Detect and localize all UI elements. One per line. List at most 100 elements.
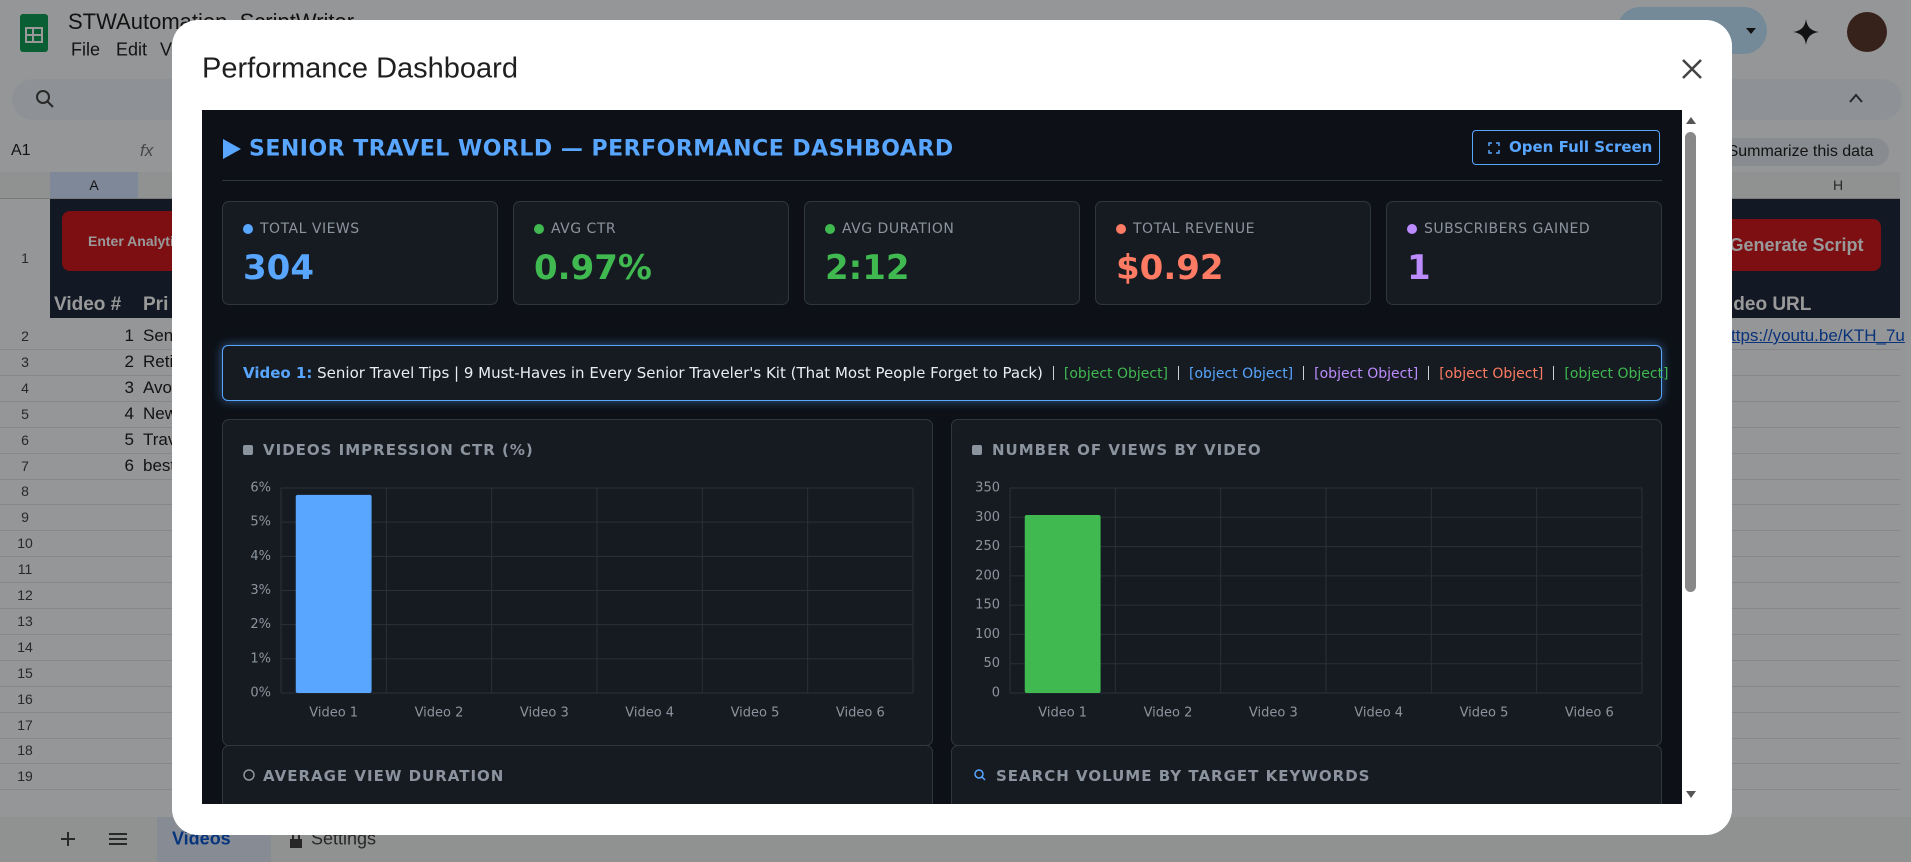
bar (1024, 514, 1101, 693)
kpi-label: TOTAL VIEWS (260, 221, 360, 237)
section-title: AVERAGE VIEW DURATION (263, 767, 505, 785)
scrollbar (1682, 110, 1700, 804)
cell: Reti (143, 351, 174, 371)
kpi-card: AVG DURATION 2:12 (804, 201, 1080, 305)
cell: 3 (124, 377, 134, 397)
section-card: AVERAGE VIEW DURATION (222, 745, 933, 804)
search-icon[interactable] (35, 89, 55, 109)
summarize-chip[interactable]: Summarize this data (1712, 138, 1889, 166)
highlight-video: Video 1: (243, 364, 313, 382)
y-tick-label: 2% (250, 617, 271, 632)
cell: 4 (124, 403, 134, 423)
row-number: 6 (21, 431, 29, 448)
fullscreen-icon (1488, 142, 1500, 154)
row-number: 19 (17, 768, 33, 785)
highlight-item: [object Object] (1439, 366, 1544, 382)
kpi-label: AVG CTR (551, 221, 617, 237)
cell: 2 (124, 351, 134, 371)
x-tick-label: Video 6 (836, 706, 885, 721)
kpi-icon (243, 224, 253, 234)
x-tick-label: Video 4 (1354, 706, 1403, 721)
cell: best (143, 455, 176, 475)
x-tick-label: Video 4 (625, 706, 674, 721)
video-highlight: Video 1: Senior Travel Tips | 9 Must-Hav… (222, 345, 1669, 401)
x-tick-label: Video 1 (309, 706, 358, 721)
highlight-item: [object Object] (1189, 366, 1294, 382)
menu-item[interactable]: Edit (116, 39, 148, 60)
video-link[interactable]: ttps://youtu.be/KTH_7u (1731, 326, 1905, 345)
kpi-value: $0.92 (1116, 248, 1224, 288)
y-tick-label: 5% (250, 515, 271, 530)
highlight-item: [object Object] (1314, 366, 1419, 382)
y-tick-label: 6% (250, 481, 271, 496)
y-tick-label: 250 (975, 539, 1000, 554)
kpi-value: 2:12 (825, 248, 910, 288)
row-number: 1 (21, 250, 29, 266)
cell: Avo (143, 377, 172, 397)
x-tick-label: Video 2 (1144, 706, 1193, 721)
close-button[interactable] (1681, 58, 1703, 80)
scroll-up[interactable] (1685, 115, 1697, 125)
chart-card: NUMBER OF VIEWS BY VIDEO 0 50 100 150 200 250 3… (951, 419, 1662, 746)
cell: 1 (124, 326, 134, 345)
header-cell: ideo URL (1728, 294, 1812, 315)
chart: 0 50 100 150 200 250 300 350 Video 1 Video 2 Video… (975, 481, 1643, 721)
row-number: 16 (17, 690, 33, 707)
highlight-items: [object Object] [object Object] [object Ob… (1043, 364, 1669, 382)
kpi-label: SUBSCRIBERS GAINED (1424, 221, 1591, 237)
generate-script-button[interactable]: Generate Script (1712, 219, 1881, 271)
scroll-thumb[interactable] (1685, 132, 1696, 592)
kpi-icon (825, 224, 835, 234)
dialog: Performance Dashboard SENIOR TRAVEL WORL… (172, 20, 1732, 835)
chart-icon (243, 445, 253, 455)
x-tick-label: Video 5 (731, 706, 780, 721)
fullscreen-button[interactable]: Open Full Screen (1472, 130, 1660, 165)
header-cell: Video # (54, 294, 122, 315)
separator (1178, 366, 1180, 380)
column-a[interactable]: A (50, 172, 138, 198)
row-number: 15 (17, 664, 33, 681)
gemini-icon[interactable] (1793, 19, 1819, 45)
menu-item[interactable]: File (71, 39, 101, 60)
y-tick-label: 100 (975, 627, 1000, 642)
name-box[interactable]: A1 (11, 142, 31, 159)
dashboard: SENIOR TRAVEL WORLD — PERFORMANCE DASHBO… (202, 110, 1682, 804)
all-sheets[interactable] (109, 832, 127, 846)
row-number: 3 (21, 353, 29, 370)
chart-icon (972, 445, 982, 455)
kpi-card: SUBSCRIBERS GAINED 1 (1386, 201, 1662, 305)
kpi-card: TOTAL VIEWS 304 (222, 201, 498, 305)
row-number: 11 (17, 561, 33, 578)
kpi-card: AVG CTR 0.97% (513, 201, 789, 305)
column-h[interactable]: H (1832, 177, 1844, 193)
highlight-item: [object Object] (1564, 366, 1669, 382)
row-number: 17 (17, 716, 33, 733)
dashboard-title: SENIOR TRAVEL WORLD — PERFORMANCE DASHBO… (249, 136, 954, 162)
dropdown-icon (1746, 28, 1756, 34)
y-tick-label: 200 (975, 568, 1000, 583)
cell: 6 (124, 455, 134, 475)
row-number: 14 (17, 638, 33, 655)
kpi-label: AVG DURATION (842, 221, 955, 237)
row-number: 10 (17, 535, 33, 552)
y-tick-label: 150 (975, 598, 1000, 613)
play-icon (223, 139, 241, 159)
divider (222, 180, 1662, 181)
x-tick-label: Video 6 (1565, 706, 1614, 721)
separator (1553, 366, 1555, 380)
dialog-title: Performance Dashboard (202, 52, 518, 85)
highlight-title: Senior Travel Tips | 9 Must-Haves in Eve… (317, 364, 1043, 382)
row-number: 9 (21, 509, 29, 526)
row-number: 12 (17, 587, 33, 603)
chart: 0% 1% 2% 3% 4% 5% 6% Video 1 Video 2 Video 3 Video… (250, 481, 914, 721)
avatar[interactable] (1847, 12, 1887, 52)
collapse-icon[interactable] (1848, 92, 1864, 104)
cell: New (143, 403, 178, 423)
chart-title: NUMBER OF VIEWS BY VIDEO (992, 441, 1262, 459)
row-number: 5 (21, 405, 29, 422)
add-sheet[interactable] (60, 831, 76, 847)
scroll-down[interactable] (1685, 790, 1697, 800)
row-number: 4 (21, 379, 29, 396)
separator (1428, 366, 1430, 380)
